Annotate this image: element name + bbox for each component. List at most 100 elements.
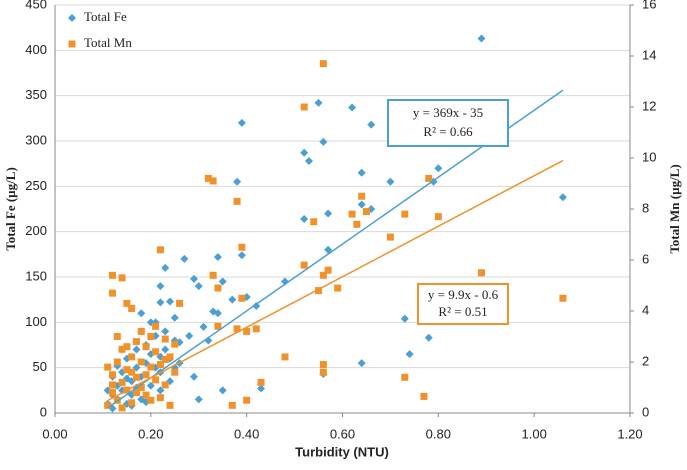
y-tick-label: 150 <box>25 268 47 283</box>
point <box>319 137 328 146</box>
point <box>228 295 237 304</box>
point <box>204 174 212 182</box>
point <box>123 299 131 307</box>
point <box>304 156 313 165</box>
trendline <box>107 159 564 402</box>
x-tick-label: 1.00 <box>522 426 547 441</box>
x-tick-label: 1.20 <box>617 426 642 441</box>
point <box>156 282 165 291</box>
x-tick-label: 0.60 <box>330 426 355 441</box>
y2-axis-title: Total Mn (µg/L) <box>667 164 682 253</box>
y2-tick-label: 6 <box>642 251 649 266</box>
point <box>477 269 485 277</box>
point <box>310 218 318 226</box>
point <box>252 325 260 333</box>
point <box>252 302 261 311</box>
point <box>434 213 442 221</box>
point <box>214 322 222 330</box>
point <box>367 120 376 129</box>
point <box>166 297 174 306</box>
point <box>194 395 203 404</box>
point <box>319 271 327 279</box>
point <box>118 378 126 386</box>
point <box>109 271 116 279</box>
point <box>132 389 140 397</box>
point <box>142 343 150 351</box>
point <box>257 378 265 386</box>
point <box>300 214 309 223</box>
point <box>315 287 323 295</box>
point <box>238 243 246 251</box>
x-tick-label: 0.40 <box>234 426 259 441</box>
point <box>189 274 198 283</box>
point <box>166 401 174 409</box>
point <box>137 358 145 366</box>
point <box>142 371 150 379</box>
point <box>132 338 140 346</box>
point <box>405 350 414 359</box>
y2-tick-label: 12 <box>642 98 656 113</box>
point <box>118 274 126 282</box>
point <box>300 148 309 157</box>
point <box>152 322 160 330</box>
y-tick-label: 400 <box>25 42 47 57</box>
point <box>132 373 140 381</box>
point <box>233 177 242 186</box>
point <box>156 246 164 254</box>
point <box>401 373 409 381</box>
point <box>109 371 116 379</box>
y2-tick-label: 10 <box>642 149 656 164</box>
point <box>109 381 116 389</box>
y2-tick-label: 16 <box>642 0 656 11</box>
point <box>209 271 217 279</box>
y2-tick-label: 4 <box>642 302 649 317</box>
equation-box <box>417 283 509 325</box>
point <box>152 348 160 356</box>
point <box>156 298 165 307</box>
point <box>147 396 155 404</box>
point <box>128 304 136 312</box>
point <box>233 197 241 205</box>
point <box>128 353 136 361</box>
point <box>113 333 121 340</box>
point <box>218 277 227 286</box>
point <box>233 325 241 333</box>
point <box>109 289 116 297</box>
point <box>118 404 126 412</box>
point <box>180 254 189 263</box>
y2-tick-label: 2 <box>642 353 649 368</box>
legend-marker <box>68 40 76 48</box>
point <box>243 396 251 404</box>
y-tick-label: 200 <box>25 223 47 238</box>
point <box>300 103 308 111</box>
point <box>334 284 342 292</box>
legend-label: Total Fe <box>84 9 127 24</box>
y2-tick-label: 14 <box>642 47 656 62</box>
point <box>362 208 370 216</box>
point <box>161 327 170 336</box>
y-tick-label: 50 <box>33 359 47 374</box>
point <box>185 331 194 340</box>
y-tick-label: 100 <box>25 314 47 329</box>
point <box>477 34 486 43</box>
point <box>104 363 112 371</box>
point <box>146 381 155 390</box>
legend-marker <box>68 14 76 22</box>
point <box>420 392 428 400</box>
point <box>319 368 327 376</box>
point <box>424 333 433 342</box>
point <box>118 345 126 353</box>
point <box>128 399 136 407</box>
point <box>357 200 366 209</box>
point <box>194 282 203 291</box>
y-tick-label: 250 <box>25 178 47 193</box>
point <box>171 368 179 376</box>
point <box>137 309 146 318</box>
point <box>386 177 395 186</box>
y-tick-label: 0 <box>40 404 47 419</box>
point <box>314 98 323 107</box>
point <box>348 210 356 218</box>
equation-label: y = 369x - 35 <box>413 105 483 120</box>
point <box>214 284 222 292</box>
point <box>324 209 333 218</box>
